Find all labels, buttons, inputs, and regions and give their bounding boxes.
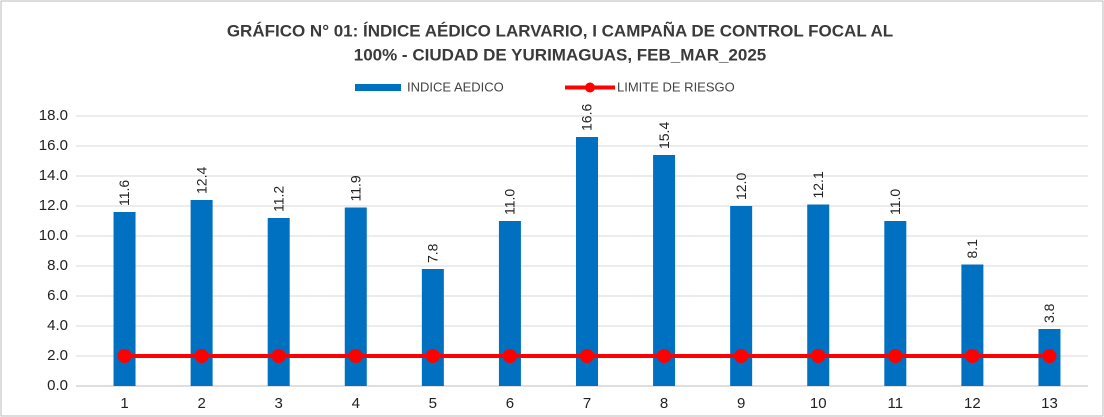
data-label: 11.9	[347, 175, 363, 201]
x-tick-label: 7	[583, 395, 591, 412]
bar	[113, 212, 136, 386]
y-tick-label: 12.0	[39, 197, 68, 214]
x-tick-label: 10	[810, 395, 827, 412]
data-label: 11.0	[502, 189, 518, 215]
bar	[190, 200, 213, 386]
x-tick-label: 12	[964, 395, 981, 412]
data-label: 12.1	[810, 171, 826, 198]
risk-marker	[580, 349, 594, 363]
bar	[730, 206, 753, 386]
bar	[961, 264, 984, 386]
y-tick-label: 0.0	[47, 377, 68, 394]
data-label: 12.0	[733, 173, 749, 200]
risk-marker	[657, 349, 672, 363]
x-tick-label: 13	[1041, 395, 1058, 412]
risk-marker	[734, 349, 749, 363]
data-label: 12.4	[193, 167, 209, 194]
y-tick-label: 14.0	[39, 167, 68, 184]
data-label: 11.2	[270, 186, 286, 212]
chart-title: GRÁFICO N° 01: ÍNDICE AÉDICO LARVARIO, I…	[227, 20, 893, 40]
y-tick-label: 4.0	[47, 317, 68, 334]
risk-marker	[888, 349, 903, 363]
data-label: 11.0	[887, 189, 903, 215]
bar	[807, 204, 830, 386]
y-tick-label: 10.0	[39, 227, 68, 244]
data-label: 7.8	[425, 243, 441, 263]
y-tick-label: 6.0	[47, 287, 68, 304]
legend-marker	[585, 82, 595, 93]
risk-marker	[194, 349, 209, 363]
x-tick-label: 8	[660, 395, 668, 412]
legend-swatch	[355, 84, 401, 91]
risk-marker	[1042, 349, 1057, 363]
bar	[576, 137, 598, 386]
risk-marker	[811, 349, 826, 363]
chart-title: 100% - CIUDAD DE YURIMAGUAS, FEB_MAR_202…	[354, 45, 767, 64]
x-tick-label: 4	[352, 395, 360, 412]
y-tick-label: 16.0	[39, 137, 68, 154]
x-tick-label: 3	[275, 395, 283, 412]
x-tick-label: 11	[888, 395, 904, 412]
risk-marker	[502, 349, 517, 363]
bar	[653, 155, 676, 386]
risk-marker	[348, 349, 363, 363]
bar	[344, 207, 367, 386]
bar	[421, 269, 444, 386]
bar	[498, 221, 521, 386]
risk-marker	[117, 349, 132, 363]
bar	[267, 218, 290, 386]
data-label: 8.1	[964, 239, 980, 259]
x-tick-label: 5	[429, 395, 437, 412]
data-label: 16.6	[579, 104, 595, 131]
x-tick-label: 6	[506, 395, 514, 412]
y-tick-label: 2.0	[47, 347, 68, 364]
data-label: 15.4	[656, 122, 672, 149]
y-tick-label: 18.0	[39, 107, 68, 124]
bar	[884, 221, 907, 386]
legend-label: INDICE AEDICO	[407, 79, 504, 94]
risk-marker	[965, 349, 980, 363]
x-tick-label: 2	[197, 395, 205, 412]
data-label: 11.6	[116, 180, 132, 206]
data-label: 3.8	[1041, 303, 1057, 323]
risk-marker	[271, 349, 286, 363]
x-tick-label: 1	[120, 395, 128, 412]
legend-label: LIMITE DE RIESGO	[617, 79, 735, 94]
x-tick-label: 9	[737, 395, 745, 412]
risk-marker	[425, 349, 440, 363]
y-tick-label: 8.0	[47, 257, 68, 274]
